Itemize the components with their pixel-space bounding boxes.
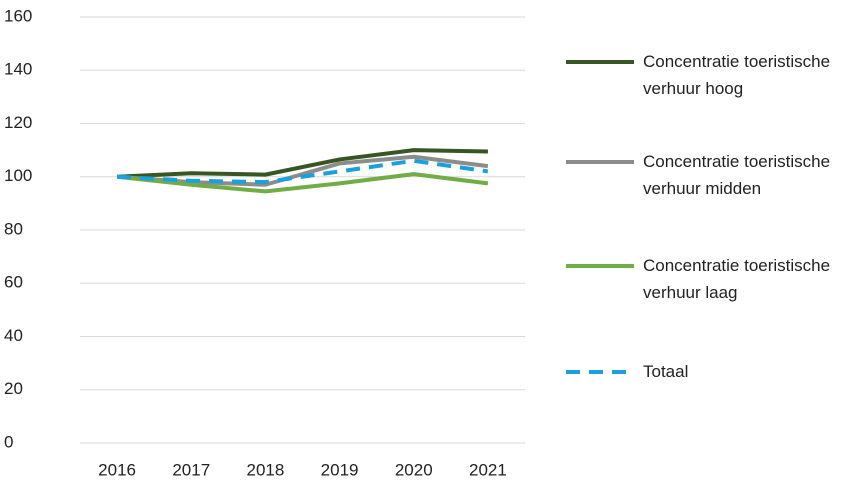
line-series	[116, 158, 489, 185]
x-tick-label: 2016	[98, 460, 136, 479]
y-tick-label: 60	[4, 273, 23, 292]
line-series	[116, 154, 489, 187]
y-tick-label: 120	[4, 113, 32, 132]
y-tick-label: 20	[4, 379, 23, 398]
y-tick-label: 160	[4, 6, 32, 25]
legend-label: Concentratie toeristische verhuur midden	[643, 152, 831, 198]
y-tick-label: 140	[4, 60, 32, 79]
y-tick-label: 100	[4, 166, 32, 185]
legend-label: Totaal	[643, 362, 689, 381]
y-tick-label: 40	[4, 326, 23, 345]
x-tick-label: 2020	[395, 460, 433, 479]
x-tick-label: 2021	[469, 460, 507, 479]
x-tick-label: 2017	[172, 460, 210, 479]
line-series	[116, 148, 488, 179]
legend-label: Concentratie toeristische verhuur laag	[643, 256, 831, 302]
line-series	[116, 172, 489, 194]
x-tick-label: 2018	[247, 460, 285, 479]
x-tick-label: 2019	[321, 460, 359, 479]
y-tick-label: 0	[4, 432, 13, 451]
y-tick-label: 80	[4, 219, 23, 238]
legend-label: Concentratie toeristische verhuur hoog	[643, 52, 831, 98]
